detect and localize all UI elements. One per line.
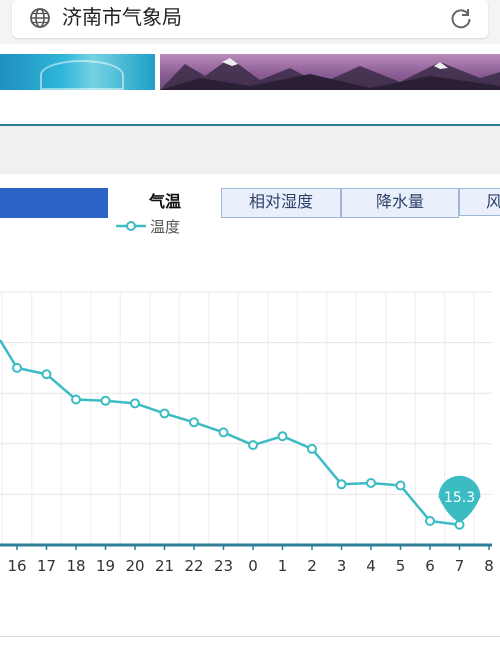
banner-strip <box>0 54 500 90</box>
legend-label: 温度 <box>150 218 181 236</box>
legend-line-icon <box>116 221 146 231</box>
mountain-graphic <box>160 58 500 90</box>
data-point <box>100 395 111 406</box>
x-tick-label: 20 <box>125 557 144 575</box>
data-point <box>71 394 81 405</box>
data-point <box>277 431 288 442</box>
value-callout-pin <box>438 475 481 523</box>
tab-strip-accent <box>0 188 108 218</box>
data-point <box>218 427 229 438</box>
x-tick-label: 22 <box>184 557 203 575</box>
x-tick-label: 8 <box>484 557 494 575</box>
data-point <box>336 479 347 490</box>
section-divider <box>0 124 500 126</box>
x-tick-label: 3 <box>337 557 347 575</box>
data-point <box>12 362 22 373</box>
value-callout-label: 15.3 <box>444 490 475 506</box>
browser-toolbar: 济南市气象局 <box>0 0 500 44</box>
x-tick-label: 16 <box>7 557 26 575</box>
tab-precipitation[interactable]: 降水量 <box>341 188 459 218</box>
x-tick-label: 17 <box>37 557 56 575</box>
bottom-divider <box>0 636 500 637</box>
temperature-chart: 16 17 18 19 20 21 22 23 0 1 2 3 4 5 6 7 815.3 <box>0 291 494 575</box>
x-tick-label: 5 <box>396 557 406 575</box>
data-point <box>41 369 52 380</box>
data-point <box>189 417 199 428</box>
x-tick-label: 7 <box>455 557 465 575</box>
data-point <box>366 478 376 489</box>
data-point <box>395 480 406 491</box>
section-header-band <box>0 126 500 174</box>
x-tick-label: 4 <box>366 557 376 575</box>
site-title: 济南市气象局 <box>62 5 182 29</box>
x-tick-label: 2 <box>307 557 317 575</box>
address-bar[interactable]: 济南市气象局 <box>12 0 488 38</box>
x-tick-label: 18 <box>66 557 85 575</box>
x-tick-label: 21 <box>155 557 174 575</box>
temperature-series-line <box>0 339 460 526</box>
data-point <box>130 398 140 409</box>
tab-temperature[interactable]: 气温 <box>108 188 222 218</box>
data-point <box>307 443 317 454</box>
banner-image-right[interactable] <box>160 54 500 90</box>
x-tick-label: 23 <box>214 557 233 575</box>
data-point <box>159 408 170 419</box>
reload-icon[interactable] <box>448 5 474 31</box>
banner-decoration <box>40 60 124 90</box>
data-point <box>248 440 258 451</box>
x-tick-label: 0 <box>248 557 258 575</box>
tab-humidity[interactable]: 相对湿度 <box>221 188 341 218</box>
x-tick-label: 19 <box>96 557 115 575</box>
globe-icon <box>30 8 50 28</box>
banner-image-left[interactable] <box>0 54 155 90</box>
chart-tabs: 气温 相对湿度 降水量 风 <box>0 188 500 218</box>
x-tick-label: 1 <box>278 557 288 575</box>
tab-wind[interactable]: 风 <box>459 188 500 216</box>
data-point <box>425 515 435 526</box>
x-tick-label: 6 <box>425 557 435 575</box>
